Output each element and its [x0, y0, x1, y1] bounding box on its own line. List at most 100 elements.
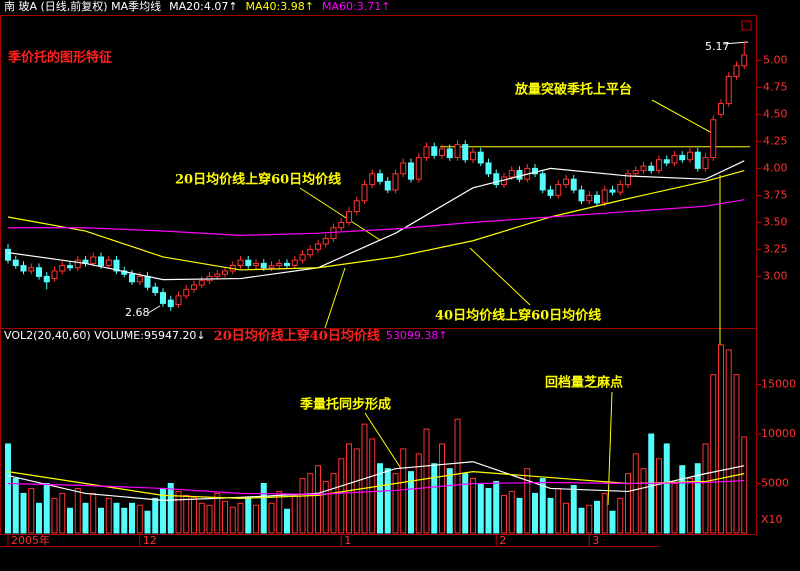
volume-bar [43, 483, 50, 534]
volume-bar [586, 504, 593, 534]
volume-bar [741, 436, 748, 534]
volume-bar [299, 478, 306, 534]
volume-bar [136, 504, 143, 534]
header-item: MA60:3.71↑ [322, 0, 390, 13]
volume-bar [625, 473, 631, 534]
candle-body [601, 189, 608, 204]
candle-body [718, 103, 724, 115]
candle-body [400, 162, 407, 175]
volume-bar [51, 497, 58, 534]
volume-bar [694, 463, 701, 534]
volume-bar [67, 507, 73, 534]
volume-bar [539, 478, 546, 534]
candle-body [36, 267, 42, 277]
volume-bar [439, 443, 445, 534]
volume-bar [617, 497, 624, 534]
candle-body [175, 295, 182, 305]
candle-body [346, 211, 352, 223]
candle-body [28, 267, 35, 272]
volume-bar [167, 483, 174, 534]
candle-body [299, 254, 306, 261]
volume-bar [198, 502, 205, 534]
volume-bar [423, 428, 430, 534]
candle-body [315, 243, 321, 250]
candle-body [198, 280, 205, 286]
volume-bar [470, 478, 476, 534]
volume-bar [687, 478, 693, 534]
volume-bar [206, 504, 213, 534]
candle-body [51, 270, 58, 280]
candle-body [516, 170, 523, 180]
candle-body [570, 178, 577, 191]
candle-body [20, 265, 27, 272]
volume-bar [563, 502, 569, 534]
candle-body [415, 157, 422, 180]
volume-bar [28, 487, 35, 534]
volume-bar [291, 494, 298, 534]
volume-bar [98, 507, 104, 534]
title: 季价托的图形特征 [7, 50, 112, 66]
candle-body [493, 173, 500, 186]
volume-bar [245, 496, 252, 534]
volume-bar [307, 473, 314, 534]
candle-body [284, 262, 290, 267]
volume-bar [524, 468, 531, 534]
candle-body [470, 151, 476, 161]
x-tick-label: 12 [143, 534, 157, 547]
volume-bar [555, 487, 562, 534]
candle-body [640, 165, 647, 172]
candle-body [43, 275, 50, 283]
volume-bar [276, 490, 283, 534]
candle-body [648, 165, 655, 172]
y-tick-label: 4.75 [763, 80, 788, 93]
candle-body [609, 189, 616, 193]
volume-bar [12, 478, 19, 534]
annotation: 20日均价线上穿40日均价线 [214, 328, 380, 344]
volume-bar [20, 492, 27, 534]
y2-tick-label: 10000 [761, 427, 796, 440]
x-tick-label: 1 [344, 534, 351, 547]
arrow [364, 412, 403, 471]
volume-bar [152, 497, 159, 534]
candle-body [431, 146, 438, 156]
candle-body [12, 259, 19, 267]
volume-header-item: 53099.38↑ [386, 329, 448, 342]
volume-bar [516, 497, 523, 534]
candle-body [268, 265, 275, 269]
candle-body [129, 273, 135, 283]
volume-bar [90, 492, 97, 534]
candle-body [253, 262, 259, 267]
volume-bar [702, 443, 709, 534]
arrow [324, 267, 346, 329]
volume-bar [353, 448, 360, 534]
annotation: 季量托同步形成 [299, 397, 391, 413]
x-tick-label: 3 [592, 534, 599, 547]
y-tick-label: 3.25 [763, 242, 788, 255]
y2-unit: X10 [761, 513, 783, 526]
candle-body [322, 238, 329, 245]
annotation: 20日均价线上穿60日均价线 [175, 172, 341, 188]
volume-bar [5, 443, 11, 534]
candle-body [160, 292, 166, 304]
volume-bar [260, 483, 267, 534]
window-icon[interactable] [741, 20, 752, 31]
candle-body [222, 270, 228, 275]
candle-body [687, 151, 693, 161]
volume-bar [346, 443, 352, 534]
candle-body [291, 259, 298, 267]
low-label: 2.68 [125, 306, 150, 319]
volume-bar [129, 502, 135, 534]
candle-body [446, 148, 453, 159]
volume-bar [59, 492, 66, 534]
volume-bar [175, 490, 182, 534]
volume-bar [501, 494, 507, 534]
volume-bar [74, 487, 81, 534]
annotation: 回档量芝麻点 [545, 375, 623, 391]
volume-bar [183, 494, 190, 534]
arrow [469, 247, 531, 306]
candle-body [384, 180, 391, 191]
volume-bar [377, 463, 383, 534]
candle-body [663, 159, 670, 164]
volume-bar [570, 484, 577, 534]
